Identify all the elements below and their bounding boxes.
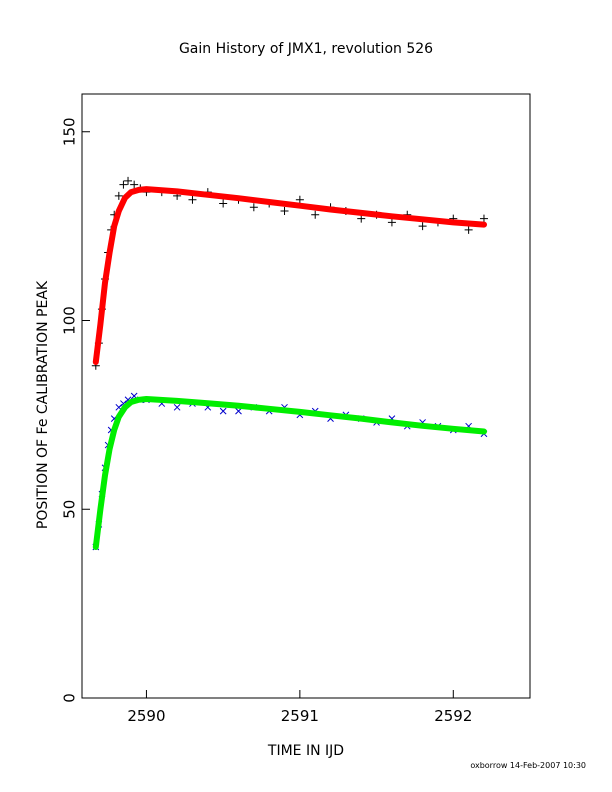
series-line [92,186,487,365]
data-point [119,180,128,189]
data-point [219,199,228,208]
series-line [92,396,487,550]
data-point [387,218,396,227]
x-axis: 2590 2591 2592 [127,690,472,725]
data-point [418,222,427,231]
y-axis: 0 50 100 150 [61,117,90,703]
data-point [235,407,242,415]
series-layer [91,176,488,551]
y-tick-label: 100 [61,306,79,335]
data-point [130,180,139,189]
x-tick-label: 2592 [434,707,472,725]
series-4 [92,396,487,550]
y-axis-label: POSITION OF Fe CALIBRATION PEAK [35,280,51,529]
series-3 [92,186,487,365]
data-point [188,195,197,204]
data-point [249,203,258,212]
data-point [173,403,181,411]
data-point [311,210,320,219]
chart-title: Gain History of JMX1, revolution 526 [179,41,433,57]
plot-frame [81,93,531,699]
footer-credit: oxborrow 14-Feb-2007 10:30 [470,761,586,770]
data-point [295,195,304,204]
data-point [464,225,473,234]
data-point [219,407,227,415]
x-tick-label: 2590 [127,707,165,725]
data-point [114,191,123,200]
data-point [124,176,133,185]
y-tick-label: 50 [61,500,79,519]
data-point [280,207,289,216]
x-tick-label: 2591 [281,707,319,725]
y-tick-label: 0 [61,693,79,703]
x-axis-label: TIME IN IJD [267,743,344,759]
data-point [479,214,488,223]
series-2 [92,392,488,551]
y-tick-label: 150 [61,117,79,146]
